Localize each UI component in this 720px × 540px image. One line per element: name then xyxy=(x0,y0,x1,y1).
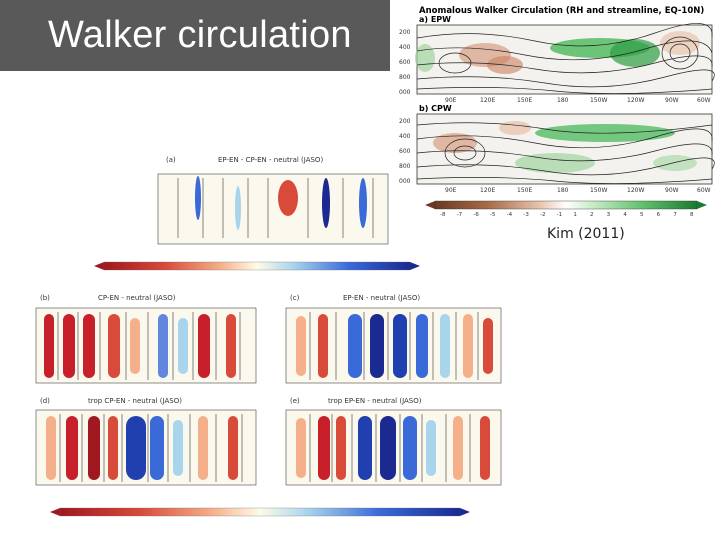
composite-panel-e: (e) trop EP-EN - neutral (JASO) xyxy=(50,397,502,517)
composite-panel-c-title: EP-EN - neutral (JASO) xyxy=(343,294,420,302)
walker-colorbar-tick: -7 xyxy=(457,212,463,218)
walker-colorbar-tick: 8 xyxy=(690,212,694,218)
panel-b-ytick: 600 xyxy=(399,148,411,155)
panel-a-ytick: 600 xyxy=(399,59,411,66)
panel-b-ytick: 200 xyxy=(399,118,411,125)
composite-panel-b: (b) CP-EN - neutral (JASO) xyxy=(35,294,257,384)
walker-colorbar-tick: 2 xyxy=(590,212,594,218)
walker-colorbar-tick: -4 xyxy=(507,212,513,218)
walker-figure-title: Anomalous Walker Circulation (RH and str… xyxy=(419,6,704,16)
panel-a-xtick: 120W xyxy=(627,97,644,104)
panel-a-xtick: 120E xyxy=(480,97,495,104)
composite-panel-c-label: (c) xyxy=(290,294,300,302)
panel-a-xtick: 150W xyxy=(590,97,607,104)
panel-b-xtick: 90W xyxy=(665,187,679,194)
walker-colorbar-tick: 3 xyxy=(607,212,611,218)
composite-panel-b-title: CP-EN - neutral (JASO) xyxy=(98,294,176,302)
walker-colorbar-ticks: -8 -7 -6 -5 -4 -3 -2 -1 1 2 3 4 5 6 7 8 xyxy=(440,212,694,218)
walker-colorbar-tick: 5 xyxy=(640,212,644,218)
panel-b-cpw xyxy=(416,113,715,185)
citation: Kim (2011) xyxy=(547,226,625,242)
composite-panel-d: (d) trop CP-EN - neutral (JASO) xyxy=(35,397,257,486)
panel-b-xtick: 180 xyxy=(557,187,569,194)
panel-b-xtick: 120E xyxy=(480,187,495,194)
panel-a-xtick: 60W xyxy=(697,97,711,104)
composite-panel-d-label: (d) xyxy=(40,397,50,405)
composite-panel-e-label: (e) xyxy=(290,397,300,405)
panel-a-ytick: 400 xyxy=(399,44,411,51)
walker-colorbar-tick: -3 xyxy=(523,212,529,218)
composite-panel-d-title: trop CP-EN - neutral (JASO) xyxy=(88,397,182,405)
composite-panel-a-label: (a) xyxy=(166,156,176,164)
panel-b-label: b) CPW xyxy=(419,104,452,113)
slide-title: Walker circulation xyxy=(48,14,352,56)
walker-colorbar-tick: 6 xyxy=(657,212,661,218)
panel-b-xtick: 60W xyxy=(697,187,711,194)
composite-panel-b-label: (b) xyxy=(40,294,50,302)
walker-colorbar-tick: -1 xyxy=(557,212,562,218)
walker-colorbar-tick: -6 xyxy=(473,212,479,218)
panel-b-xtick: 90E xyxy=(445,187,457,194)
composite-panel-a: (a) EP-EN - CP-EN - neutral (JASO) xyxy=(94,156,420,271)
panel-a-ytick: 000 xyxy=(399,89,411,96)
panel-b-ytick: 800 xyxy=(399,163,411,170)
composite-panel-a-title: EP-EN - CP-EN - neutral (JASO) xyxy=(218,156,323,164)
walker-colorbar xyxy=(425,200,707,210)
panel-b-ytick: 000 xyxy=(399,178,411,185)
composite-panel-c: (c) EP-EN - neutral (JASO) xyxy=(285,294,502,384)
panel-a-epw xyxy=(415,23,715,95)
panel-a-xtick: 180 xyxy=(557,97,569,104)
panel-a-ytick: 200 xyxy=(399,29,411,36)
walker-colorbar-tick: -8 xyxy=(440,212,446,218)
composite-panel-e-title: trop EP-EN - neutral (JASO) xyxy=(328,397,422,405)
panel-a-xtick: 90W xyxy=(665,97,679,104)
panel-a-xtick: 150E xyxy=(517,97,532,104)
walker-colorbar-tick: 1 xyxy=(573,212,577,218)
walker-colorbar-tick: 7 xyxy=(673,212,677,218)
panel-b-xtick: 120W xyxy=(627,187,644,194)
panel-a-label: a) EPW xyxy=(419,15,451,24)
panel-a-ytick: 800 xyxy=(399,74,411,81)
title-bar: Walker circulation xyxy=(0,0,390,71)
panel-a-xtick: 90E xyxy=(445,97,457,104)
walker-colorbar-tick: 4 xyxy=(623,212,627,218)
walker-figure-rh-streamline: Anomalous Walker Circulation (RH and str… xyxy=(395,3,717,218)
panel-b-xtick: 150E xyxy=(517,187,532,194)
composite-anomaly-figure: (a) EP-EN - CP-EN - neutral (JASO) (b) C… xyxy=(35,156,502,517)
walker-colorbar-tick: -5 xyxy=(490,212,496,218)
panel-b-xtick: 150W xyxy=(590,187,607,194)
panel-b-ytick: 400 xyxy=(399,133,411,140)
walker-colorbar-tick: -2 xyxy=(540,212,545,218)
